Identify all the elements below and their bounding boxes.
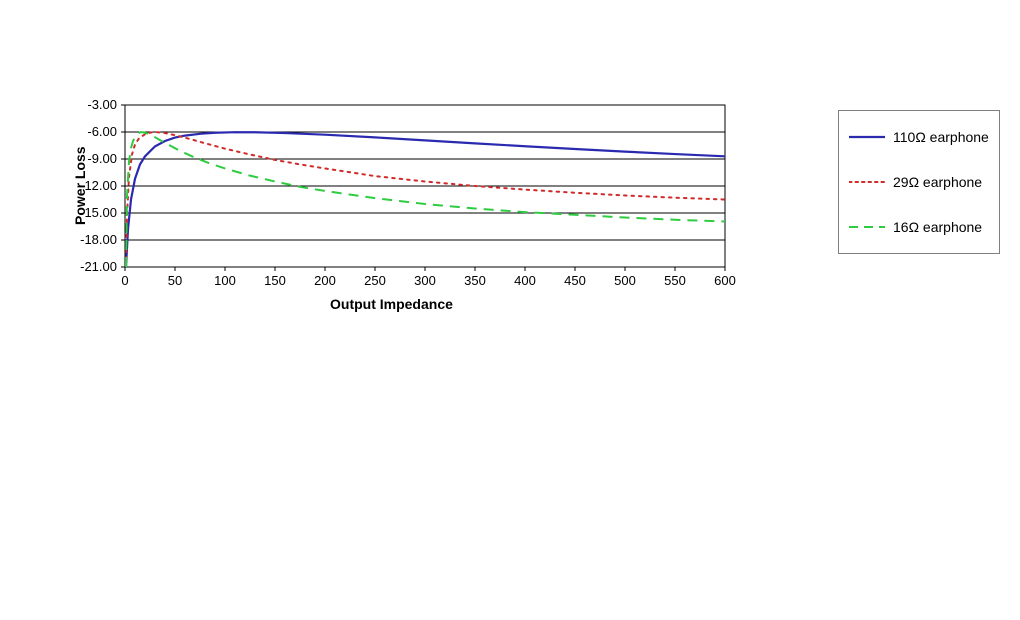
x-tick-label: 200: [314, 273, 336, 288]
legend-swatch-2: [849, 220, 885, 234]
legend-swatch-0: [849, 130, 885, 144]
x-tick-label: 400: [514, 273, 536, 288]
legend-label-2: 16Ω earphone: [893, 219, 982, 235]
legend-label-1: 29Ω earphone: [893, 174, 982, 190]
x-tick-label: 150: [264, 273, 286, 288]
x-tick-label: 450: [564, 273, 586, 288]
x-tick-label: 0: [121, 273, 128, 288]
x-tick-label: 100: [214, 273, 236, 288]
y-tick-label: -9.00: [87, 151, 117, 166]
x-tick-label: 50: [168, 273, 182, 288]
legend-item-2: 16Ω earphone: [849, 219, 989, 235]
y-tick-label: -18.00: [80, 232, 117, 247]
legend-item-1: 29Ω earphone: [849, 174, 989, 190]
x-tick-label: 600: [714, 273, 736, 288]
x-tick-label: 300: [414, 273, 436, 288]
y-tick-label: -6.00: [87, 124, 117, 139]
x-tick-label: 550: [664, 273, 686, 288]
series-line-0: [126, 132, 725, 267]
y-tick-label: -3.00: [87, 97, 117, 112]
y-axis-label: Power Loss: [72, 146, 88, 225]
x-tick-label: 500: [614, 273, 636, 288]
chart-container: -3.00-6.00-9.00-12.00-15.00-18.00-21.000…: [0, 0, 1020, 620]
legend-label-0: 110Ω earphone: [893, 129, 989, 145]
legend-item-0: 110Ω earphone: [849, 129, 989, 145]
x-axis-label: Output Impedance: [330, 296, 453, 312]
legend: 110Ω earphone 29Ω earphone 16Ω earphone: [838, 110, 1000, 254]
power-loss-chart: -3.00-6.00-9.00-12.00-15.00-18.00-21.000…: [0, 0, 1020, 620]
legend-swatch-1: [849, 175, 885, 189]
x-tick-label: 250: [364, 273, 386, 288]
x-tick-label: 350: [464, 273, 486, 288]
y-tick-label: -21.00: [80, 259, 117, 274]
